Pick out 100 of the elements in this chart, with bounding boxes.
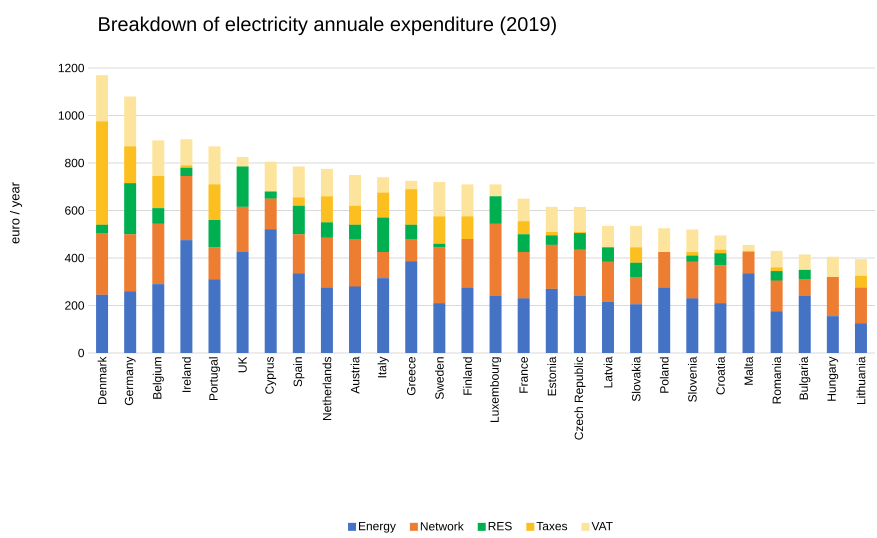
bar (798, 254, 811, 270)
bar (630, 304, 642, 353)
bar (630, 276, 642, 304)
bar (96, 224, 108, 234)
x-tick-label: Estonia (547, 356, 556, 396)
bar (826, 276, 839, 316)
bar (264, 229, 277, 353)
x-tick-label: Malta (744, 356, 753, 385)
bar (124, 291, 136, 353)
bar (377, 252, 390, 278)
bar (236, 252, 249, 353)
bar (770, 311, 783, 353)
bar (349, 206, 362, 225)
bar (461, 238, 474, 288)
bar (630, 262, 642, 277)
bar (433, 216, 446, 244)
legend-label: VAT (592, 522, 613, 530)
bar (208, 220, 220, 248)
y-axis-title: euro / year (10, 182, 22, 244)
bar (292, 234, 305, 274)
bar (124, 96, 136, 146)
bar (320, 222, 333, 238)
bar (292, 197, 305, 206)
bar (798, 296, 811, 353)
bar (320, 288, 333, 353)
x-tick-label: Lithuania (856, 356, 866, 404)
bar (96, 294, 108, 353)
bar (320, 196, 333, 222)
x-tick-label: Denmark (98, 356, 106, 404)
bar (658, 252, 670, 288)
y-tick-label: 1000 (58, 111, 84, 120)
bar (854, 259, 867, 276)
bar (518, 198, 530, 222)
bar (518, 298, 530, 353)
legend-label: RES (488, 522, 512, 530)
bar (658, 228, 670, 252)
bar (180, 139, 192, 166)
bar (630, 247, 642, 263)
bar (854, 276, 867, 288)
bar (714, 235, 726, 250)
bar (490, 184, 502, 196)
x-tick-label: Ireland (182, 357, 191, 392)
bar (236, 166, 249, 207)
bar (377, 192, 390, 218)
bar (602, 302, 614, 353)
bar (742, 244, 755, 251)
bar (433, 247, 446, 304)
x-tick-label: Greece (407, 357, 416, 396)
bar (546, 206, 558, 232)
bar (602, 262, 614, 302)
y-tick-label: 200 (65, 301, 84, 310)
bar (546, 235, 558, 245)
bar (798, 279, 811, 296)
bar (490, 296, 502, 353)
x-tick-label: Hungary (828, 356, 838, 401)
bar (546, 232, 558, 236)
x-tick-label: Netherlands (322, 356, 332, 420)
legend-label: Taxes (536, 522, 568, 530)
x-tick-label: Luxembourg (490, 357, 502, 422)
bar (405, 238, 418, 262)
bar (236, 157, 249, 167)
bar (124, 146, 136, 184)
x-tick-label: Slovakia (632, 356, 640, 402)
bar (124, 234, 136, 292)
x-tick-label: Croatia (716, 356, 725, 394)
bar (518, 252, 530, 298)
bar (854, 288, 867, 324)
bar (236, 206, 249, 252)
bar (405, 189, 418, 225)
bar (574, 233, 586, 250)
bar (714, 303, 726, 353)
bar (714, 265, 726, 304)
bar (686, 262, 698, 298)
bar (630, 226, 642, 248)
x-tick-label: Poland (660, 357, 669, 393)
bar (208, 279, 220, 353)
bar (714, 250, 726, 254)
y-tick-label: 800 (65, 158, 84, 168)
bar (292, 273, 305, 353)
bar (433, 244, 446, 248)
bar (602, 226, 614, 248)
x-tick-label: Bulgaria (799, 356, 810, 400)
bar (264, 162, 277, 192)
bar (490, 196, 502, 224)
x-tick-label: Austria (350, 356, 360, 394)
legend-label: Network (420, 522, 464, 531)
y-tick-label: 1200 (58, 64, 84, 72)
bar (208, 184, 220, 220)
bar (461, 184, 474, 216)
bar (518, 234, 530, 252)
bar (208, 247, 220, 280)
bar (826, 316, 839, 353)
bar (96, 233, 108, 295)
chart-title: Breakdown of electricity annuale expenditure (2019) (99, 16, 556, 36)
bar (377, 278, 390, 353)
x-tick-label: Cyprus (265, 356, 276, 394)
bar (798, 270, 811, 280)
y-tick-label: 0 (78, 348, 84, 358)
x-tick-label: Slovenia (688, 356, 697, 402)
bar (349, 238, 362, 286)
